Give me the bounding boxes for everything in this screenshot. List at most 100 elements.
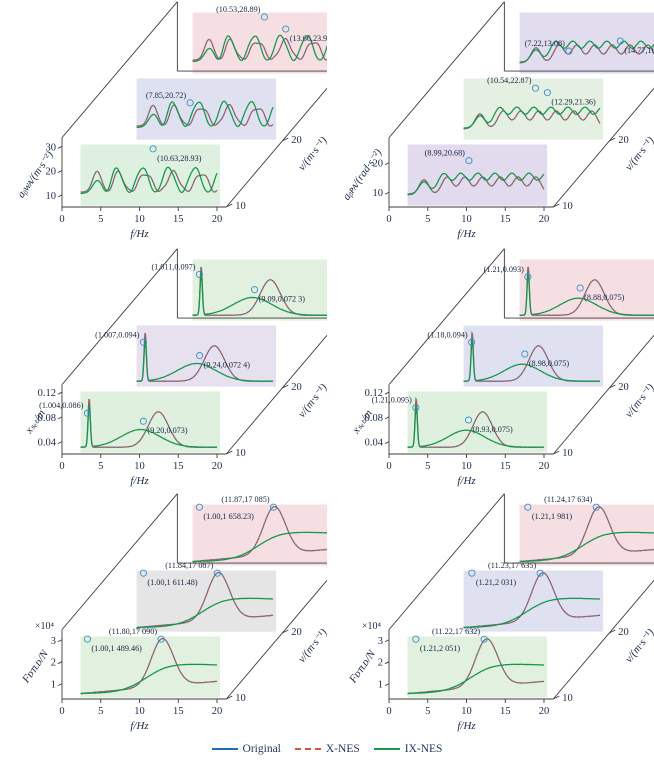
slice-plane-v10 xyxy=(407,144,548,206)
chart-panel-panel-e: 05101520f/Hz123×10⁴Fᴅᴛʟᴅ/N102030v/(m·s⁻¹… xyxy=(0,492,327,742)
depth-tick-label: 20 xyxy=(618,135,629,146)
y-tick-label: 1 xyxy=(378,680,383,691)
depth-tick-label: 20 xyxy=(618,382,629,393)
depth-tick-label: 10 xyxy=(235,448,246,459)
y-tick xyxy=(57,145,63,149)
chart-panel-panel-d: 05101520f/Hz0.040.080.12xₛₑₜ/m102030v/(m… xyxy=(327,247,654,497)
legend-label-original: Original xyxy=(242,743,281,755)
peak-annotation: (11.84,17 087) xyxy=(165,561,213,570)
peak-marker xyxy=(464,416,473,424)
peak-marker xyxy=(536,569,544,577)
slice-plane-v20 xyxy=(136,570,277,632)
peak-marker xyxy=(251,286,259,294)
curve-ixnes-v10 xyxy=(80,404,218,448)
depth-tick xyxy=(553,203,560,208)
y-tick-label: 0.04 xyxy=(365,438,384,449)
peak-annotation: (1.011,0.097) xyxy=(151,262,195,271)
curve-ixnes-v10 xyxy=(80,663,218,695)
depth-tick xyxy=(226,203,233,208)
chart-panel-panel-f: 05101520f/Hz123×10⁴Fᴅᴛʟᴅ/N102030v/(m·s⁻¹… xyxy=(327,492,654,742)
slice-plane-v10 xyxy=(407,391,548,453)
peak-annotation: (1.18,0.094) xyxy=(427,330,468,339)
x-tick-label: 5 xyxy=(425,214,430,225)
x-tick-label: 10 xyxy=(461,214,472,225)
peak-marker xyxy=(139,338,148,346)
curve-xnes-v30 xyxy=(192,505,327,563)
depth-tick xyxy=(609,384,616,389)
curve-ixnes-v30 xyxy=(519,272,654,316)
peak-annotation: (9.09,0.072 3) xyxy=(259,295,306,304)
x-axis-label: f/Hz xyxy=(457,228,476,240)
y-tick xyxy=(384,391,390,395)
peak-marker xyxy=(270,503,278,511)
peak-annotation: (7.22,13.08) xyxy=(525,39,566,48)
curve-ixnes-v10 xyxy=(407,172,545,195)
peak-annotation: (13.66,23.94) xyxy=(290,34,327,43)
peak-marker xyxy=(139,417,147,425)
x-tick-label: 10 xyxy=(134,706,145,717)
x-tick-label: 20 xyxy=(539,706,550,717)
peak-annotation: (1.00,1 658.23) xyxy=(203,512,254,521)
curve-xnes-v10 xyxy=(407,396,545,448)
depth-axis-line xyxy=(225,87,327,208)
peak-marker xyxy=(260,13,268,21)
curve-ixnes-v30 xyxy=(192,531,327,563)
x-axis-label: f/Hz xyxy=(130,720,149,732)
depth-tick xyxy=(553,695,560,700)
peak-marker xyxy=(213,569,221,577)
x-axis-label: f/Hz xyxy=(457,475,476,487)
curve-ixnes-v20 xyxy=(136,338,274,382)
curve-ixnes-v30 xyxy=(192,272,327,316)
x-tick-label: 15 xyxy=(500,214,511,225)
curve-ixnes-v20 xyxy=(136,100,274,129)
x-tick-label: 5 xyxy=(425,706,430,717)
slice-plane-v10 xyxy=(80,636,221,698)
slice-plane-v20 xyxy=(463,570,604,632)
peak-marker xyxy=(616,37,624,45)
curve-ixnes-v10 xyxy=(407,663,545,695)
y-tick-label: 20 xyxy=(46,167,57,178)
peak-annotation: (11.87,17 085) xyxy=(221,495,269,504)
x-tick-label: 10 xyxy=(134,214,145,225)
depth-tick xyxy=(282,137,289,142)
peak-annotation: (1.21,0.093) xyxy=(484,265,525,274)
top-left-edge xyxy=(388,248,505,385)
depth-tick-label: 20 xyxy=(291,627,302,638)
curve-ixnes-v20 xyxy=(463,106,601,129)
y-tick xyxy=(57,170,63,173)
x-tick-label: 5 xyxy=(98,461,103,472)
peak-annotation: (11.24,17 634) xyxy=(544,495,592,504)
depth-tick xyxy=(226,450,233,455)
curve-xnes-v30 xyxy=(192,266,327,316)
y-tick xyxy=(57,194,63,198)
x-tick-label: 15 xyxy=(500,706,511,717)
x-tick-label: 10 xyxy=(461,706,472,717)
curve-ixnes-v20 xyxy=(136,597,274,629)
depth-tick-label: 10 xyxy=(562,201,573,212)
curve-xnes-v20 xyxy=(463,572,601,629)
x-axis-label: f/Hz xyxy=(130,475,149,487)
peak-marker xyxy=(195,270,204,278)
curve-xnes-v10 xyxy=(80,169,218,193)
peak-annotation: (11.23,17 635) xyxy=(488,561,536,570)
peak-marker xyxy=(139,569,147,577)
peak-annotation: (12.29,21.36) xyxy=(551,98,596,107)
slice-plane-v10 xyxy=(407,636,548,698)
y-tick-label: 10 xyxy=(46,191,57,202)
top-left-edge xyxy=(388,1,505,138)
peak-annotation: (8.88,0.075) xyxy=(584,293,625,302)
y-tick xyxy=(384,191,390,195)
peak-marker xyxy=(468,569,476,577)
curve-xnes-v20 xyxy=(136,103,274,127)
y-axis-label: Fᴅᴛʟᴅ/N xyxy=(347,648,379,686)
depth-tick-label: 20 xyxy=(618,627,629,638)
x-tick-label: 0 xyxy=(386,706,391,717)
y-tick xyxy=(384,683,390,687)
x-tick-label: 20 xyxy=(212,461,223,472)
x-tick-label: 15 xyxy=(173,706,184,717)
x-tick-label: 20 xyxy=(539,214,550,225)
x-axis-label: f/Hz xyxy=(130,228,149,240)
y-axis-exponent: ×10⁴ xyxy=(35,621,55,632)
chart-panel-panel-b: 05101520f/Hz1020aᵦᴘᴀ/(rad·s⁻²)102030v/(m… xyxy=(327,0,654,250)
